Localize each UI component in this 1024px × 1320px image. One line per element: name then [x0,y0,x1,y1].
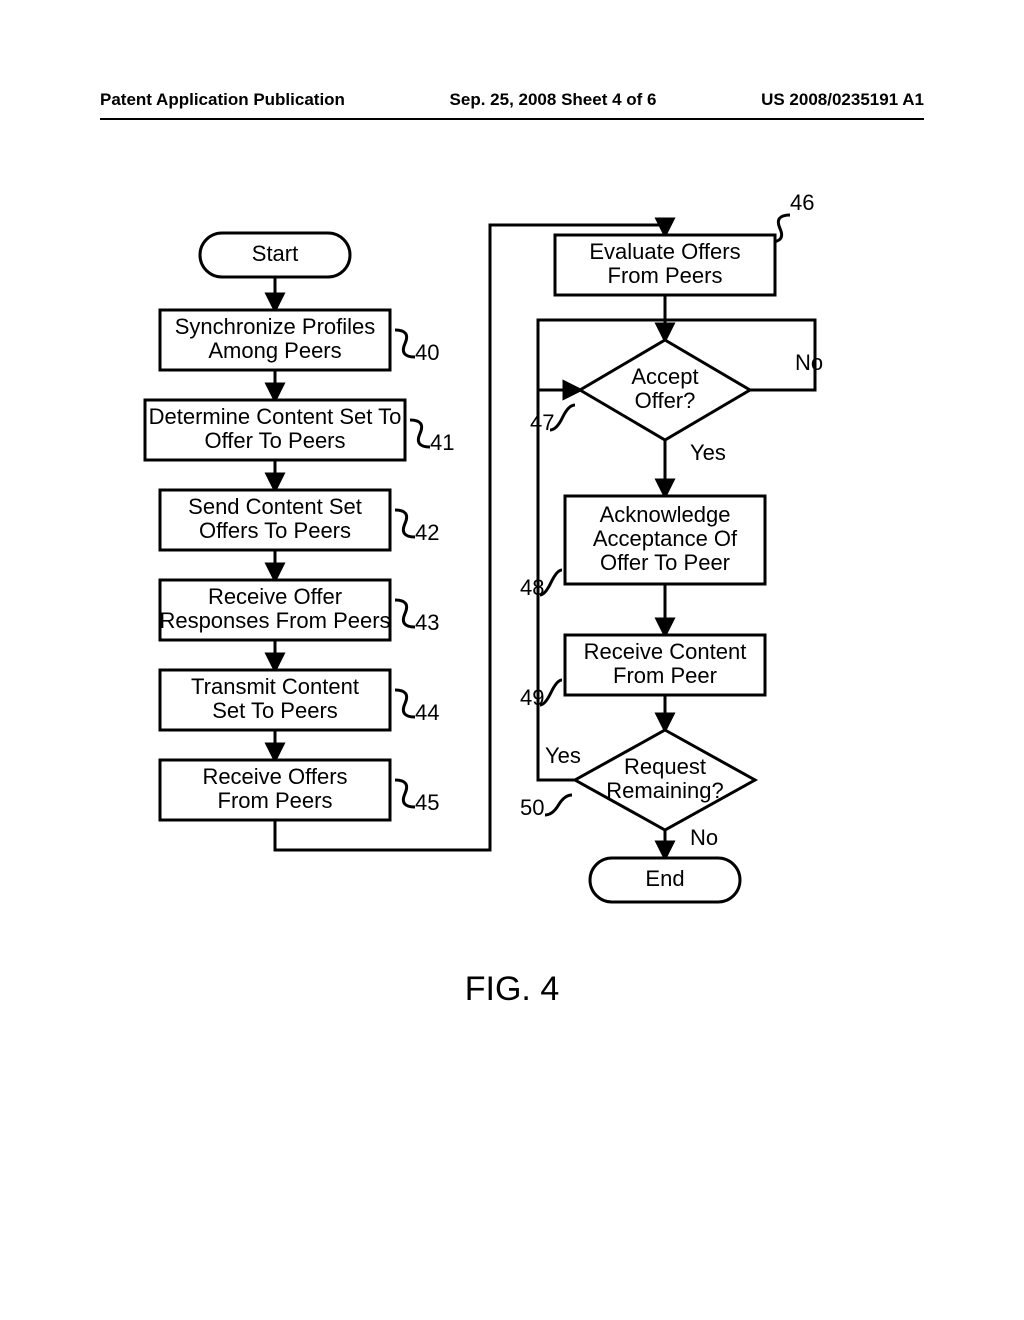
svg-text:Send Content Set: Send Content Set [188,494,362,519]
node-n44: Transmit ContentSet To Peers 44 [160,670,439,730]
svg-text:40: 40 [415,340,439,365]
svg-text:From Peers: From Peers [608,263,723,288]
svg-text:43: 43 [415,610,439,635]
node-n40: Synchronize ProfilesAmong Peers 40 [160,310,439,370]
svg-text:Responses From Peers: Responses From Peers [159,608,390,633]
svg-text:Receive Offers: Receive Offers [202,764,347,789]
svg-text:44: 44 [415,700,439,725]
svg-text:Determine Content Set To: Determine Content Set To [149,404,402,429]
page: Patent Application Publication Sep. 25, … [0,0,1024,1320]
svg-text:Offer To Peers: Offer To Peers [204,428,345,453]
svg-text:Acknowledge: Acknowledge [600,502,731,527]
svg-text:Transmit Content: Transmit Content [191,674,359,699]
node-start: Start [200,233,350,277]
svg-text:Start: Start [252,241,298,266]
svg-text:Offers To Peers: Offers To Peers [199,518,351,543]
svg-text:Evaluate Offers: Evaluate Offers [589,239,740,264]
node-end: End [590,858,740,902]
svg-text:Receive Offer: Receive Offer [208,584,342,609]
svg-text:Accept: Accept [631,364,698,389]
node-n42: Send Content SetOffers To Peers 42 [160,490,439,550]
svg-text:Receive Content: Receive Content [584,639,747,664]
svg-text:48: 48 [520,575,544,600]
svg-text:45: 45 [415,790,439,815]
svg-text:Among Peers: Among Peers [208,338,341,363]
svg-text:End: End [645,866,684,891]
svg-text:Offer To Peer: Offer To Peer [600,550,730,575]
svg-text:Acceptance Of: Acceptance Of [593,526,738,551]
node-n43: Receive OfferResponses From Peers 43 [159,580,439,640]
svg-text:FIG. 4: FIG. 4 [465,970,559,1008]
svg-text:47: 47 [530,410,554,435]
node-n45: Receive OffersFrom Peers 45 [160,760,439,820]
svg-text:Offer?: Offer? [635,388,696,413]
svg-text:49: 49 [520,685,544,710]
svg-text:Synchronize Profiles: Synchronize Profiles [175,314,376,339]
node-n49: Receive ContentFrom Peer 49 [520,635,765,710]
svg-text:From Peer: From Peer [613,663,717,688]
svg-text:Yes: Yes [690,440,726,465]
svg-text:Set To Peers: Set To Peers [212,698,338,723]
svg-text:Yes: Yes [545,743,581,768]
node-n48: AcknowledgeAcceptance OfOffer To Peer 48 [520,496,765,600]
node-n46: Evaluate OffersFrom Peers 46 [555,190,814,295]
svg-text:Remaining?: Remaining? [606,778,723,803]
svg-text:46: 46 [790,190,814,215]
node-n41: Determine Content Set ToOffer To Peers 41 [145,400,454,460]
svg-text:From Peers: From Peers [218,788,333,813]
svg-text:No: No [690,825,718,850]
svg-text:Request: Request [624,754,706,779]
flowchart: Yes No No Yes Start Synchronize ProfilesAmong… [0,0,1024,1320]
svg-text:42: 42 [415,520,439,545]
svg-text:50: 50 [520,795,544,820]
svg-text:No: No [795,350,823,375]
svg-text:41: 41 [430,430,454,455]
